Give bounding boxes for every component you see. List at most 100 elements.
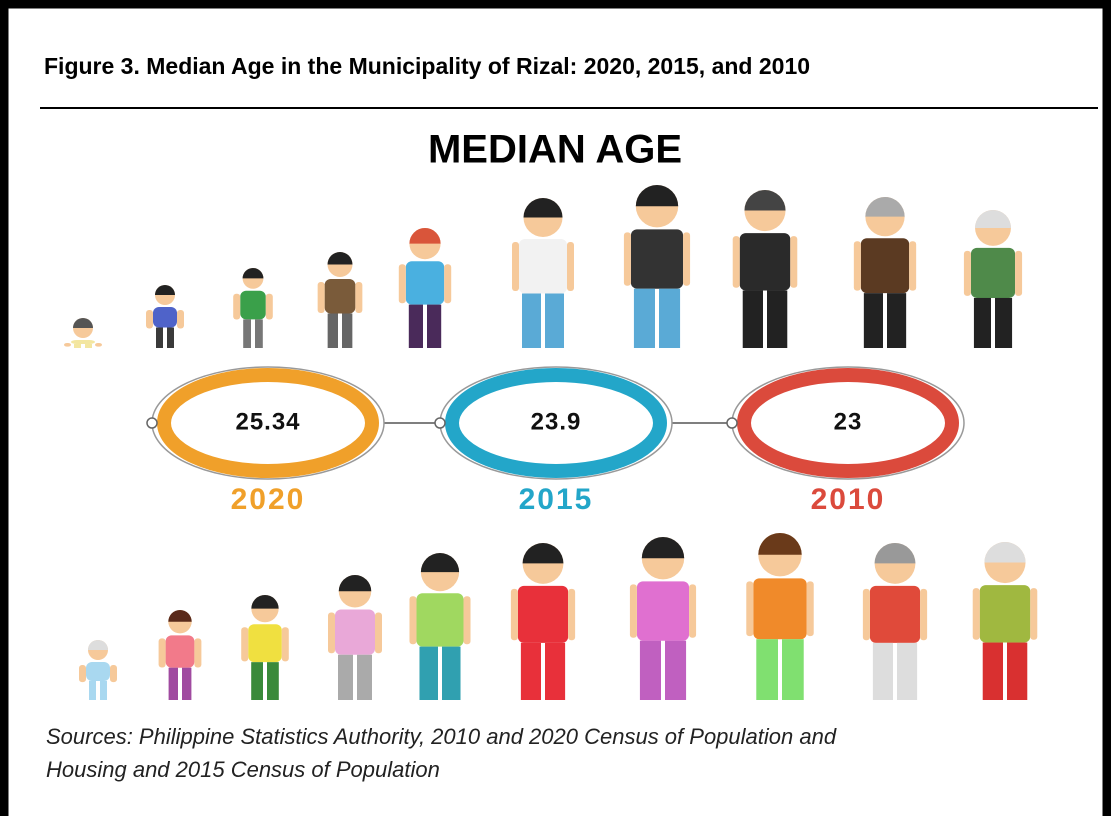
person-leg bbox=[756, 639, 778, 700]
person-arm bbox=[355, 282, 362, 313]
person-arm bbox=[177, 310, 184, 328]
connector-dot bbox=[147, 418, 157, 428]
person-body bbox=[861, 238, 909, 293]
person-arm bbox=[733, 236, 740, 288]
person-arm bbox=[194, 638, 201, 667]
person-arm bbox=[282, 627, 289, 661]
person-body bbox=[248, 624, 282, 662]
person-leg bbox=[864, 293, 883, 348]
person-arm bbox=[683, 232, 690, 285]
person-leg bbox=[167, 328, 174, 349]
person-leg bbox=[169, 668, 178, 700]
figure-title: Figure 3. Median Age in the Municipality… bbox=[44, 53, 810, 79]
person-leg bbox=[338, 655, 353, 700]
year-label: 2010 bbox=[811, 483, 886, 516]
person-leg bbox=[342, 313, 352, 348]
person-body bbox=[325, 279, 356, 314]
median-value: 25.34 bbox=[235, 408, 300, 435]
person-arm bbox=[464, 596, 471, 644]
person-leg bbox=[89, 681, 96, 700]
person-leg bbox=[665, 641, 686, 700]
person-body bbox=[416, 593, 463, 646]
person-body bbox=[753, 578, 806, 639]
heading: MEDIAN AGE bbox=[428, 128, 682, 172]
person-leg bbox=[634, 289, 655, 348]
person-arm bbox=[79, 665, 86, 682]
person-leg bbox=[409, 305, 423, 348]
person-arm bbox=[328, 613, 335, 654]
person-arm bbox=[854, 241, 861, 290]
person-arm bbox=[375, 613, 382, 654]
person-leg bbox=[767, 291, 787, 348]
infographic: Figure 3. Median Age in the Municipality… bbox=[0, 0, 1111, 816]
person-arm bbox=[399, 264, 406, 303]
person-leg bbox=[243, 319, 251, 348]
person-leg bbox=[782, 639, 804, 700]
person-leg bbox=[873, 643, 893, 700]
person-arm bbox=[746, 581, 753, 636]
person-body bbox=[971, 248, 1015, 298]
person-leg bbox=[640, 641, 661, 700]
year-label: 2015 bbox=[519, 483, 594, 516]
person-leg bbox=[328, 313, 338, 348]
person-leg bbox=[545, 643, 565, 700]
person-leg bbox=[743, 291, 763, 348]
person-arm bbox=[409, 596, 416, 644]
person-arm bbox=[630, 584, 637, 637]
person-arm bbox=[567, 242, 574, 291]
person-leg bbox=[267, 662, 279, 700]
person-body bbox=[519, 239, 567, 294]
person-arm bbox=[318, 282, 325, 313]
person-arm bbox=[241, 627, 248, 661]
person-arm bbox=[266, 294, 273, 320]
person-leg bbox=[357, 655, 372, 700]
person-leg bbox=[85, 344, 92, 348]
person-arm bbox=[790, 236, 797, 288]
person-body bbox=[240, 291, 266, 320]
source-line: Housing and 2015 Census of Population bbox=[46, 757, 440, 782]
person-leg bbox=[156, 328, 163, 349]
person-body bbox=[980, 585, 1031, 642]
person-arm bbox=[807, 581, 814, 636]
connector-dot bbox=[435, 418, 445, 428]
person-leg bbox=[983, 643, 1003, 700]
person-leg bbox=[974, 298, 991, 348]
person-leg bbox=[255, 319, 263, 348]
person-arm bbox=[64, 343, 71, 347]
person-leg bbox=[887, 293, 906, 348]
person-leg bbox=[659, 289, 680, 348]
person-leg bbox=[419, 647, 438, 700]
person-arm bbox=[233, 294, 240, 320]
person-leg bbox=[995, 298, 1012, 348]
person-body bbox=[870, 586, 920, 643]
year-label: 2020 bbox=[231, 483, 306, 516]
person-body bbox=[631, 229, 683, 288]
person-arm bbox=[444, 264, 451, 303]
person-body bbox=[406, 261, 444, 304]
person-body bbox=[71, 340, 95, 344]
person-body bbox=[153, 307, 177, 328]
person-body bbox=[637, 581, 689, 640]
person-leg bbox=[522, 294, 541, 349]
source-line: Sources: Philippine Statistics Authority… bbox=[46, 724, 837, 749]
person-arm bbox=[1030, 588, 1037, 640]
person-arm bbox=[863, 589, 870, 640]
connector-dot bbox=[727, 418, 737, 428]
person-leg bbox=[1007, 643, 1027, 700]
person-arm bbox=[512, 242, 519, 291]
person-arm bbox=[110, 665, 117, 682]
person-leg bbox=[74, 344, 81, 348]
person-arm bbox=[920, 589, 927, 640]
person-leg bbox=[897, 643, 917, 700]
person-body bbox=[740, 233, 791, 290]
person-arm bbox=[624, 232, 631, 285]
person-leg bbox=[182, 668, 191, 700]
person-arm bbox=[146, 310, 153, 328]
person-arm bbox=[964, 251, 971, 296]
person-arm bbox=[159, 638, 166, 667]
person-leg bbox=[442, 647, 461, 700]
person-leg bbox=[545, 294, 564, 349]
person-body bbox=[166, 635, 195, 667]
person-body bbox=[86, 662, 110, 681]
